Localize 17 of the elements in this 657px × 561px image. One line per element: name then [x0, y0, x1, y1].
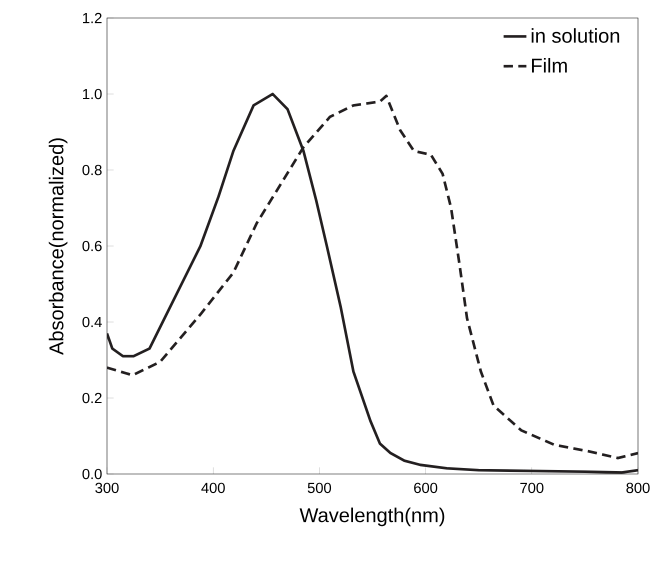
y-tick-label: 1.0: [83, 88, 102, 100]
y-tick-label: 0.6: [82, 240, 102, 252]
y-tick-label: 0.2: [82, 392, 102, 404]
y-tick-label: 0.0: [82, 468, 102, 480]
legend-label: Film: [532, 58, 567, 72]
x-tick-label: 500: [308, 482, 332, 494]
y-tick-label: 1.2: [83, 12, 102, 24]
y-tick-label: 0.4: [82, 316, 102, 328]
y-tick-label: 0.8: [82, 164, 102, 176]
x-tick-label: 700: [520, 482, 544, 494]
x-tick-label: 800: [626, 482, 650, 494]
x-tick-label: 400: [201, 482, 225, 494]
legend-label: in solution: [532, 28, 620, 43]
x-tick-label: 600: [414, 482, 438, 494]
x-tick-label: 300: [95, 482, 119, 494]
x-axis-title: Wavelength(nm): [300, 508, 444, 526]
y-axis-title: Absorbance(normalized): [48, 138, 68, 355]
